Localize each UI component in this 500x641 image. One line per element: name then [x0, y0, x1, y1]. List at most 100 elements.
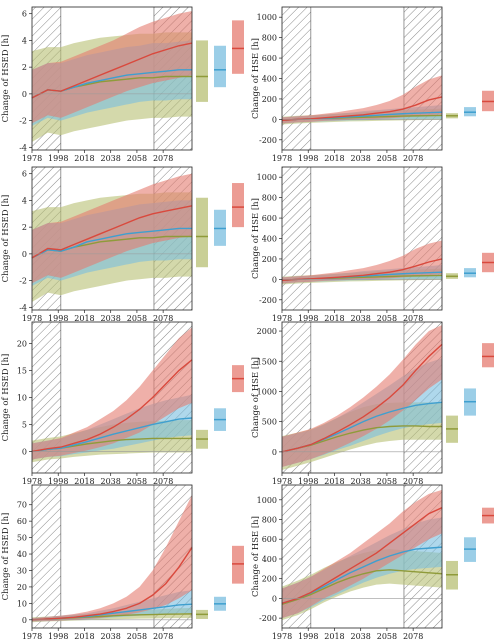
x-tick-label: 1998: [48, 477, 68, 486]
x-tick-label: 2038: [101, 632, 121, 641]
y-tick-label: 0: [22, 90, 27, 99]
y-tick-label: -4: [19, 303, 27, 312]
x-tick-label: 1978: [22, 632, 42, 641]
y-tick-label: 4: [22, 196, 27, 205]
x-tick-label: 1978: [272, 477, 292, 486]
x-tick-label: 1978: [22, 477, 42, 486]
range-box-red: [482, 343, 494, 368]
panel-3: -4 -2 0 2 4 6 1978 1998 2018 2038 2058 2078 Change o…: [1, 166, 244, 323]
y-tick-label: 500: [262, 418, 277, 427]
y-tick-label: 600: [262, 535, 277, 544]
mean-line-red: [281, 343, 443, 453]
y-axis-label: Change of HSED [h]: [1, 195, 11, 283]
x-tick-label: 1998: [48, 314, 68, 323]
panel-5: 0 5 10 15 20 1978 1998 2018 2038 2058 2078 Change o…: [1, 321, 244, 486]
y-tick-label: 1500: [257, 357, 277, 366]
axes-frame: [281, 484, 443, 629]
mean-line-green: [281, 569, 443, 605]
range-box-red: [232, 183, 244, 228]
panel-8: -200 0 200 400 600 800 1000 1978 1998 2018 2038 205…: [251, 484, 494, 641]
y-tick-label: 70: [17, 501, 27, 510]
y-tick-label: 0: [272, 448, 277, 457]
y-tick-label: 400: [262, 75, 277, 84]
panel-6: 0 500 1000 1500 2000 1978 1998 2018 2038 2058 2078…: [251, 321, 494, 486]
y-tick-label: 200: [262, 575, 277, 584]
x-tick-label: 1978: [22, 314, 42, 323]
x-tick-label: 2078: [403, 154, 423, 163]
x-tick-label: 2018: [74, 632, 94, 641]
y-tick-label: -2: [19, 277, 27, 286]
x-tick-label: 2038: [351, 154, 371, 163]
band-red: [32, 11, 192, 124]
axes-frame: [31, 484, 193, 629]
y-tick-label: 10: [17, 394, 27, 403]
x-tick-label: 2038: [101, 477, 121, 486]
range-box-red: [232, 545, 244, 584]
x-tick-label: 1998: [48, 632, 68, 641]
y-tick-label: 2: [22, 63, 27, 72]
x-tick-label: 2018: [74, 477, 94, 486]
y-tick-label: 0: [22, 616, 27, 625]
x-tick-label: 2038: [351, 632, 371, 641]
x-tick-label: 2058: [377, 314, 397, 323]
x-tick-label: 2058: [377, 632, 397, 641]
y-tick-label: 0: [272, 275, 277, 284]
x-tick-label: 1978: [22, 154, 42, 163]
x-tick-label: 2038: [101, 314, 121, 323]
band-blue: [32, 590, 192, 622]
y-tick-label: 50: [17, 534, 27, 543]
y-tick-label: 1000: [257, 496, 277, 505]
y-tick-label: 200: [262, 95, 277, 104]
y-tick-label: 2000: [257, 327, 277, 336]
y-tick-label: 30: [17, 566, 27, 575]
x-tick-label: 2058: [377, 154, 397, 163]
mean-line-red: [31, 205, 193, 259]
x-tick-label: 1998: [298, 477, 318, 486]
y-tick-label: 2: [22, 223, 27, 232]
hatch-reference-period: [282, 167, 311, 310]
y-tick-label: -200: [259, 614, 277, 623]
y-tick-label: 15: [17, 367, 27, 376]
range-box-green: [196, 197, 208, 268]
mean-line-red: [31, 547, 193, 621]
y-tick-label: 6: [22, 170, 27, 179]
y-tick-label: 800: [262, 194, 277, 203]
x-tick-label: 2018: [324, 314, 344, 323]
hatch-reference-period: [32, 485, 61, 628]
y-tick-label: 10: [17, 599, 27, 608]
y-tick-label: 40: [17, 550, 27, 559]
axes-frame: [31, 166, 193, 311]
y-tick-label: -200: [259, 296, 277, 305]
hatch-future-period: [403, 167, 442, 310]
y-tick-label: 0: [22, 447, 27, 456]
mean-line-red: [31, 359, 193, 453]
x-tick-label: 2078: [153, 477, 173, 486]
x-tick-label: 1998: [298, 154, 318, 163]
y-tick-label: 1000: [257, 13, 277, 22]
x-tick-label: 2018: [74, 314, 94, 323]
panel-4: -200 0 200 400 600 800 1000 1978 1998 2018 2038 205…: [251, 166, 494, 323]
mean-line-blue: [31, 227, 192, 259]
range-box-red: [232, 20, 244, 74]
y-tick-label: 6: [22, 10, 27, 19]
y-tick-label: -200: [259, 136, 277, 145]
x-tick-label: 2078: [153, 632, 173, 641]
x-tick-label: 2078: [403, 477, 423, 486]
y-tick-label: 600: [262, 214, 277, 223]
y-tick-label: 400: [262, 555, 277, 564]
y-axis-label: Change of HSE [h]: [251, 357, 261, 438]
x-tick-label: 2078: [153, 314, 173, 323]
y-tick-label: 400: [262, 235, 277, 244]
x-tick-label: 1998: [298, 314, 318, 323]
x-tick-label: 2038: [101, 154, 121, 163]
y-tick-label: 0: [272, 594, 277, 603]
y-axis-label: Change of HSED [h]: [1, 35, 11, 123]
y-tick-label: 800: [262, 516, 277, 525]
x-tick-label: 2018: [324, 477, 344, 486]
y-tick-label: -2: [19, 117, 27, 126]
y-axis-label: Change of HSE [h]: [251, 516, 261, 597]
y-axis-label: Change of HSE [h]: [251, 198, 261, 279]
mean-line-red: [281, 507, 443, 605]
y-axis-label: Change of HSE [h]: [251, 38, 261, 119]
